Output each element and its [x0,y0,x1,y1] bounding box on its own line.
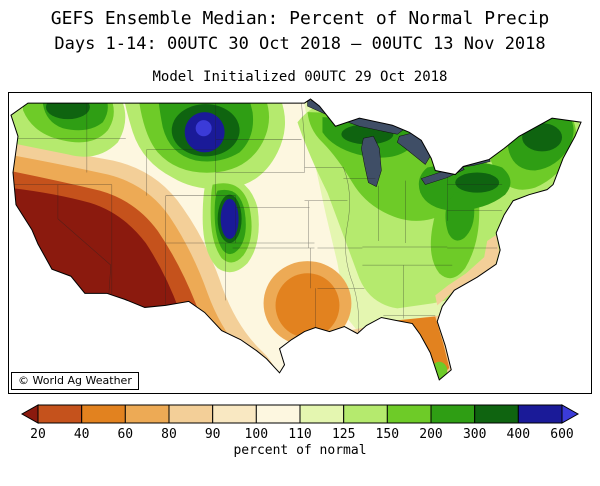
colorbar-segment [474,404,519,424]
colorbar-segment [343,404,388,424]
colorbar-segment [37,404,83,424]
colorbar-segment [20,404,39,424]
colorbar: 20 40 60 80 90 100 110 125 150 200 300 4… [18,402,582,458]
precip-region-washington-darkest [45,99,90,120]
map-title: GEFS Ensemble Median: Percent of Normal … [50,8,550,29]
colorbar-caption: percent of normal [233,443,366,458]
precip-map: © World Ag Weather [8,92,592,394]
colorbar-tick: 200 [419,427,442,442]
precip-region-ontario-darkest [455,172,500,193]
lake-michigan [361,136,382,187]
colorbar-tick: 60 [117,427,133,442]
precip-regions [10,99,582,380]
copyright-watermark: © World Ag Weather [11,372,139,390]
colorbar-segments [20,404,580,424]
precip-region-atlanticcoast-tan [435,234,500,306]
colorbar-tick: 90 [205,427,221,442]
colorbar-tick: 20 [30,427,46,442]
colorbar-segment [430,404,476,424]
model-init-line: Model Initialized 00UTC 29 Oct 2018 [152,69,448,85]
map-date-range: Days 1-14: 00UTC 30 Oct 2018 – 00UTC 13 … [54,34,546,54]
colorbar-segment [386,404,432,424]
colorbar-tick: 400 [507,427,530,442]
colorbar-tick: 100 [245,427,268,442]
precip-map-svg [8,92,592,394]
precip-region-montana-blue-core [195,120,212,137]
colorbar-tick: 300 [463,427,486,442]
us-coastline [10,98,582,381]
colorbar-segment [561,404,580,424]
colorbar-segment [517,404,563,424]
colorbar-segment [299,404,345,424]
precip-region-oklahoma-orange [275,273,340,338]
colorbar-tick: 40 [74,427,90,442]
colorbar-ticks: 20 40 60 80 90 100 110 125 150 200 300 4… [30,427,574,442]
colorbar-segment [212,404,257,424]
map-header: GEFS Ensemble Median: Percent of Normal … [0,8,600,85]
colorbar-segment [255,404,301,424]
precip-region-newengland-darkest [522,123,563,152]
map-frame [8,92,592,394]
colorbar-svg: 20 40 60 80 90 100 110 125 150 200 300 4… [20,404,580,458]
colorbar-segment [81,404,126,424]
state-boundaries [12,103,503,334]
precip-region-virginia-darkgreen [445,192,475,241]
precip-region-colorado-navy [220,198,239,239]
colorbar-segment [124,404,170,424]
colorbar-tick: 125 [332,427,355,442]
colorbar-tick: 600 [550,427,573,442]
colorbar-tick: 150 [376,427,399,442]
colorbar-tick: 110 [288,427,311,442]
colorbar-segment [168,404,214,424]
colorbar-tick: 80 [161,427,177,442]
